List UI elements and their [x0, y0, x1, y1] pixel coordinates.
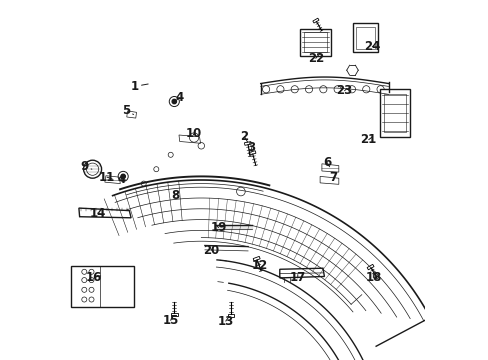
Circle shape	[172, 99, 176, 104]
Bar	[303, 32, 326, 52]
Polygon shape	[253, 256, 260, 261]
Bar	[71, 266, 134, 307]
Text: 4: 4	[175, 91, 183, 104]
Polygon shape	[248, 151, 255, 155]
Text: 12: 12	[251, 259, 267, 272]
Bar	[384, 94, 405, 132]
Text: 23: 23	[336, 84, 352, 97]
Bar	[379, 89, 409, 137]
Polygon shape	[171, 313, 177, 316]
Text: 24: 24	[364, 40, 380, 53]
Text: 20: 20	[203, 244, 219, 257]
Text: 11: 11	[99, 171, 115, 184]
Polygon shape	[227, 314, 234, 316]
Text: 5: 5	[122, 104, 133, 117]
Text: 8: 8	[171, 189, 179, 202]
Text: 17: 17	[289, 271, 305, 284]
Text: 13: 13	[217, 315, 233, 328]
Text: 19: 19	[210, 221, 226, 234]
Text: 18: 18	[365, 271, 381, 284]
Text: 15: 15	[162, 314, 179, 327]
Polygon shape	[312, 18, 318, 23]
Text: 14: 14	[89, 207, 105, 220]
Circle shape	[121, 174, 125, 179]
Text: 4: 4	[117, 173, 125, 186]
Bar	[300, 29, 330, 56]
Text: 21: 21	[360, 133, 376, 146]
Text: 10: 10	[185, 127, 201, 140]
Text: 22: 22	[307, 52, 323, 65]
Bar	[355, 27, 374, 49]
Text: 16: 16	[86, 271, 102, 284]
Polygon shape	[244, 141, 251, 145]
Text: 9: 9	[80, 160, 92, 173]
Polygon shape	[366, 264, 373, 270]
Text: 1: 1	[130, 80, 148, 93]
Text: 6: 6	[323, 156, 331, 169]
Bar	[352, 23, 378, 52]
Text: 7: 7	[329, 171, 337, 184]
Text: 3: 3	[247, 141, 255, 154]
Text: 2: 2	[240, 130, 248, 143]
